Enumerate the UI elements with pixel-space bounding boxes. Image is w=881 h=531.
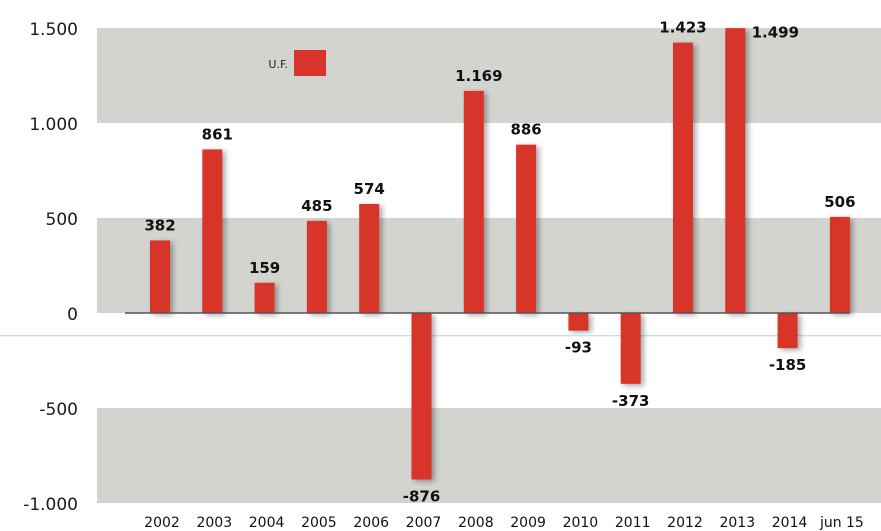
grid-band: [97, 218, 881, 313]
bar-2008: [463, 90, 484, 313]
x-tick-label: 2008: [458, 515, 494, 531]
x-tick-label: 2005: [301, 515, 337, 531]
x-tick-label: 2010: [563, 515, 599, 531]
value-label: 886: [510, 121, 541, 139]
x-tick-label: 2003: [196, 515, 232, 531]
value-label: 1.169: [455, 67, 502, 85]
value-label: 1.499: [752, 24, 799, 42]
x-tick-label: 2014: [772, 515, 808, 531]
value-label: 861: [202, 125, 233, 143]
value-label: -93: [565, 339, 592, 357]
value-label: -373: [612, 392, 650, 410]
bar-2004: [254, 282, 275, 313]
x-tick-label: 2002: [144, 515, 180, 531]
value-label: 159: [249, 259, 280, 277]
bars: [150, 28, 850, 480]
y-tick-label: 1.500: [29, 20, 78, 40]
bar-2011: [620, 313, 641, 384]
legend-swatch: [294, 50, 326, 76]
value-label: 1.423: [659, 19, 706, 37]
value-label: 574: [354, 180, 385, 198]
x-axis-ticks: 2002 2003 2004 2005 2006 2007 2008 2009 2010 2011…: [144, 515, 864, 531]
x-tick-label: 2007: [406, 515, 442, 531]
bar-2003: [202, 149, 223, 313]
value-label: 382: [144, 216, 175, 234]
y-tick-label: -500: [39, 400, 78, 420]
x-tick-label: 2011: [615, 515, 651, 531]
legend: U.F.: [268, 50, 326, 76]
x-tick-label: 2013: [719, 515, 755, 531]
value-label: 485: [301, 197, 332, 215]
x-tick-label: jun 15: [819, 515, 864, 531]
bar-2007: [411, 313, 432, 480]
y-axis-ticks: 1.500 1.000 500 0 -500 -1.000: [23, 20, 78, 515]
grid-band: [97, 408, 881, 503]
bar-2013: [725, 28, 746, 313]
bar-2002: [150, 240, 170, 313]
grid-band: [97, 28, 881, 123]
value-label: -185: [769, 356, 807, 374]
value-label: -876: [403, 487, 441, 505]
bar-2005: [306, 220, 327, 313]
bar-2006: [359, 203, 380, 313]
bar-jun-15: [829, 216, 850, 313]
x-tick-label: 2006: [353, 515, 389, 531]
bar-2014: [777, 313, 798, 349]
y-tick-label: 500: [46, 210, 78, 230]
bar-2009: [516, 144, 537, 313]
bar-2012: [673, 42, 693, 313]
value-labels: 382 861 159 485 574 -876 1.169 886 -93 -373 1.423 1…: [144, 19, 855, 506]
x-tick-label: 2004: [249, 515, 285, 531]
x-tick-label: 2012: [667, 515, 703, 531]
value-label: 506: [824, 193, 855, 211]
bar-2010: [568, 313, 589, 331]
x-tick-label: 2009: [510, 515, 546, 531]
legend-label: U.F.: [268, 58, 288, 71]
y-tick-label: 0: [67, 305, 78, 325]
background-bands: [97, 28, 881, 503]
y-tick-label: -1.000: [23, 495, 78, 515]
y-tick-label: 1.000: [29, 115, 78, 135]
